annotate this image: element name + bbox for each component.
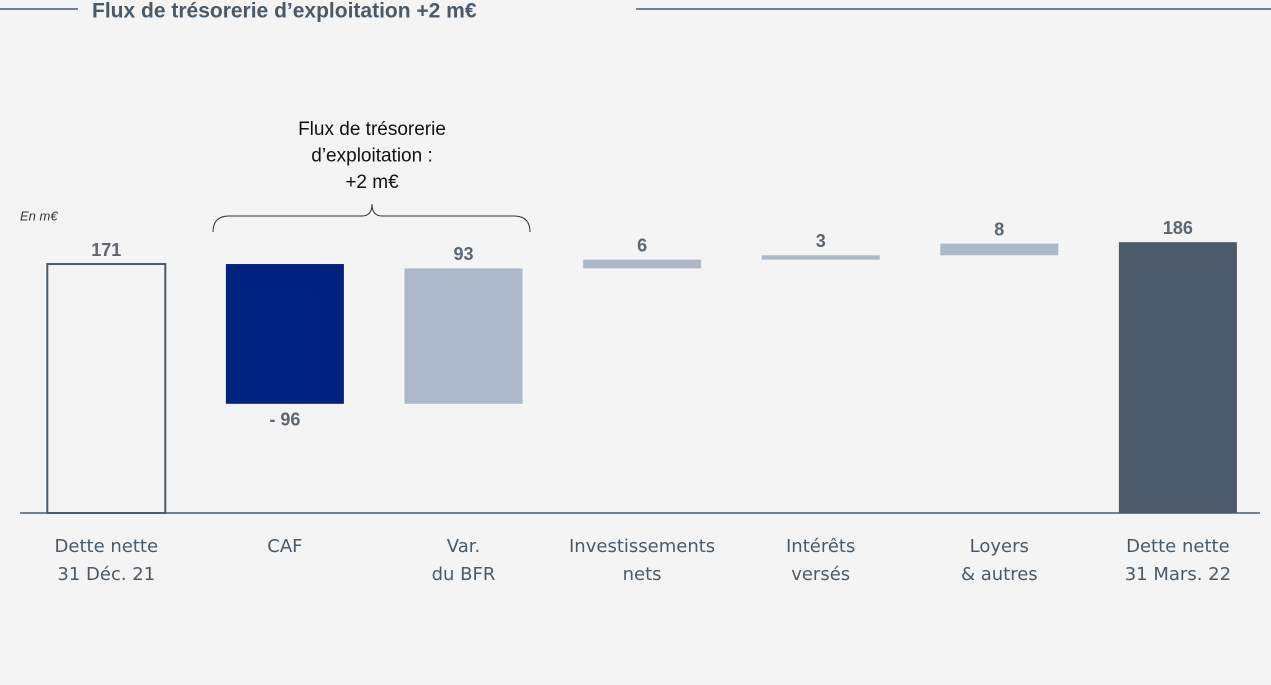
bar (404, 268, 523, 404)
x-tick-label: Dette nette (1126, 536, 1230, 557)
bar (583, 259, 702, 269)
value-label: 186 (1163, 218, 1193, 238)
x-tick-label: 31 Déc. 21 (57, 564, 155, 585)
x-tick-label: 31 Mars. 22 (1125, 564, 1231, 585)
bar (761, 255, 880, 260)
x-tick-label: & autres (961, 564, 1038, 585)
x-tick-label: Loyers (970, 536, 1029, 557)
value-label: 8 (994, 219, 1004, 239)
value-label: 3 (816, 231, 826, 251)
bar (1118, 242, 1237, 513)
annotation: d’exploitation : (311, 146, 432, 167)
value-label: 6 (637, 235, 647, 255)
x-tick-label: Var. (447, 536, 480, 557)
x-tick-label: nets (623, 564, 662, 585)
x-tick-label: du BFR (432, 564, 496, 585)
x-tick-label: Intérêts (786, 536, 855, 557)
bar (940, 243, 1059, 256)
x-tick-label: Dette nette (55, 536, 159, 557)
value-label: 93 (453, 244, 473, 264)
value-label: 171 (91, 240, 121, 260)
x-tick-label: CAF (267, 536, 302, 557)
annotation: +2 m€ (345, 172, 399, 193)
chart-title: Flux de trésorerie d’exploitation +2 m€ (92, 0, 477, 23)
annotation: Flux de trésorerie (298, 119, 446, 140)
bracket (212, 203, 531, 233)
bar (46, 263, 167, 514)
x-tick-label: versés (791, 564, 850, 585)
unit-label: En m€ (20, 208, 58, 223)
value-label: - 96 (269, 410, 300, 430)
bar (225, 264, 344, 404)
x-tick-label: Investissements (569, 536, 715, 557)
